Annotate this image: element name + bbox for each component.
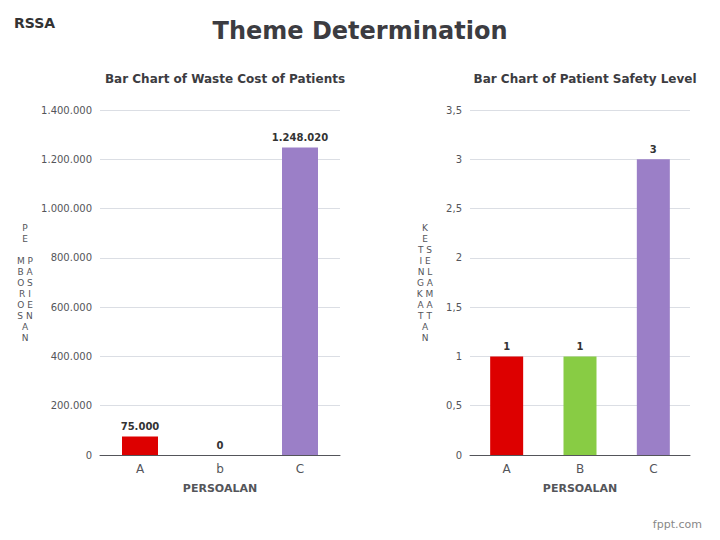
svg-text:0: 0 [86, 450, 92, 461]
svg-text:1: 1 [577, 341, 584, 352]
svg-text:P: P [22, 223, 28, 233]
svg-text:b: b [216, 462, 224, 476]
svg-text:200.000: 200.000 [51, 400, 92, 411]
svg-text:0: 0 [456, 450, 462, 461]
svg-text:600.000: 600.000 [51, 302, 92, 313]
svg-text:R I: R I [19, 289, 31, 299]
svg-text:Bar Chart of Waste Cost of Pat: Bar Chart of Waste Cost of Patients [105, 72, 345, 86]
svg-text:3: 3 [650, 144, 657, 155]
svg-text:O S: O S [17, 278, 33, 288]
svg-text:Theme Determination: Theme Determination [213, 17, 508, 45]
svg-text:1.200.000: 1.200.000 [41, 154, 92, 165]
svg-text:A: A [22, 322, 29, 332]
svg-text:S N: S N [17, 311, 32, 321]
svg-text:E: E [22, 234, 28, 244]
svg-text:T S: T S [417, 245, 432, 255]
svg-text:800.000: 800.000 [51, 252, 92, 263]
svg-text:A: A [422, 322, 429, 332]
svg-text:1,5: 1,5 [446, 302, 462, 313]
svg-text:0,5: 0,5 [446, 400, 462, 411]
svg-text:A A: A A [417, 300, 433, 310]
svg-text:K: K [422, 223, 429, 233]
svg-text:75.000: 75.000 [121, 421, 160, 432]
svg-text:2: 2 [456, 252, 462, 263]
svg-text:G A: G A [417, 278, 434, 288]
svg-text:RSSA: RSSA [14, 15, 55, 31]
svg-text:PERSOALAN: PERSOALAN [543, 482, 617, 495]
svg-text:1: 1 [503, 341, 510, 352]
svg-text:PERSOALAN: PERSOALAN [183, 482, 257, 495]
svg-text:T T: T T [417, 311, 432, 321]
svg-text:A: A [136, 462, 145, 476]
svg-text:1.248.020: 1.248.020 [272, 132, 328, 143]
svg-text:B A: B A [17, 267, 33, 277]
svg-text:1: 1 [456, 351, 462, 362]
svg-text:1.000.000: 1.000.000 [41, 203, 92, 214]
svg-text:Bar Chart of Patient Safety Le: Bar Chart of Patient Safety Level [474, 72, 697, 86]
svg-text:1.400.000: 1.400.000 [41, 105, 92, 116]
svg-text:0: 0 [217, 440, 224, 451]
svg-text:N L: N L [418, 267, 433, 277]
svg-text:B: B [576, 462, 584, 476]
svg-text:C: C [649, 462, 657, 476]
svg-text:N: N [22, 333, 29, 343]
svg-text:3,5: 3,5 [446, 105, 462, 116]
svg-text:N: N [422, 333, 429, 343]
svg-text:O E: O E [17, 300, 33, 310]
svg-text:C: C [296, 462, 304, 476]
svg-text:I E: I E [419, 256, 431, 266]
svg-text:2,5: 2,5 [446, 203, 462, 214]
svg-text:400.000: 400.000 [51, 351, 92, 362]
svg-text:M P: M P [17, 256, 34, 266]
svg-text:K M: K M [417, 289, 434, 299]
svg-text:E: E [422, 234, 428, 244]
svg-text:A: A [503, 462, 512, 476]
svg-text:fppt.com: fppt.com [653, 518, 702, 531]
svg-text:3: 3 [456, 154, 462, 165]
